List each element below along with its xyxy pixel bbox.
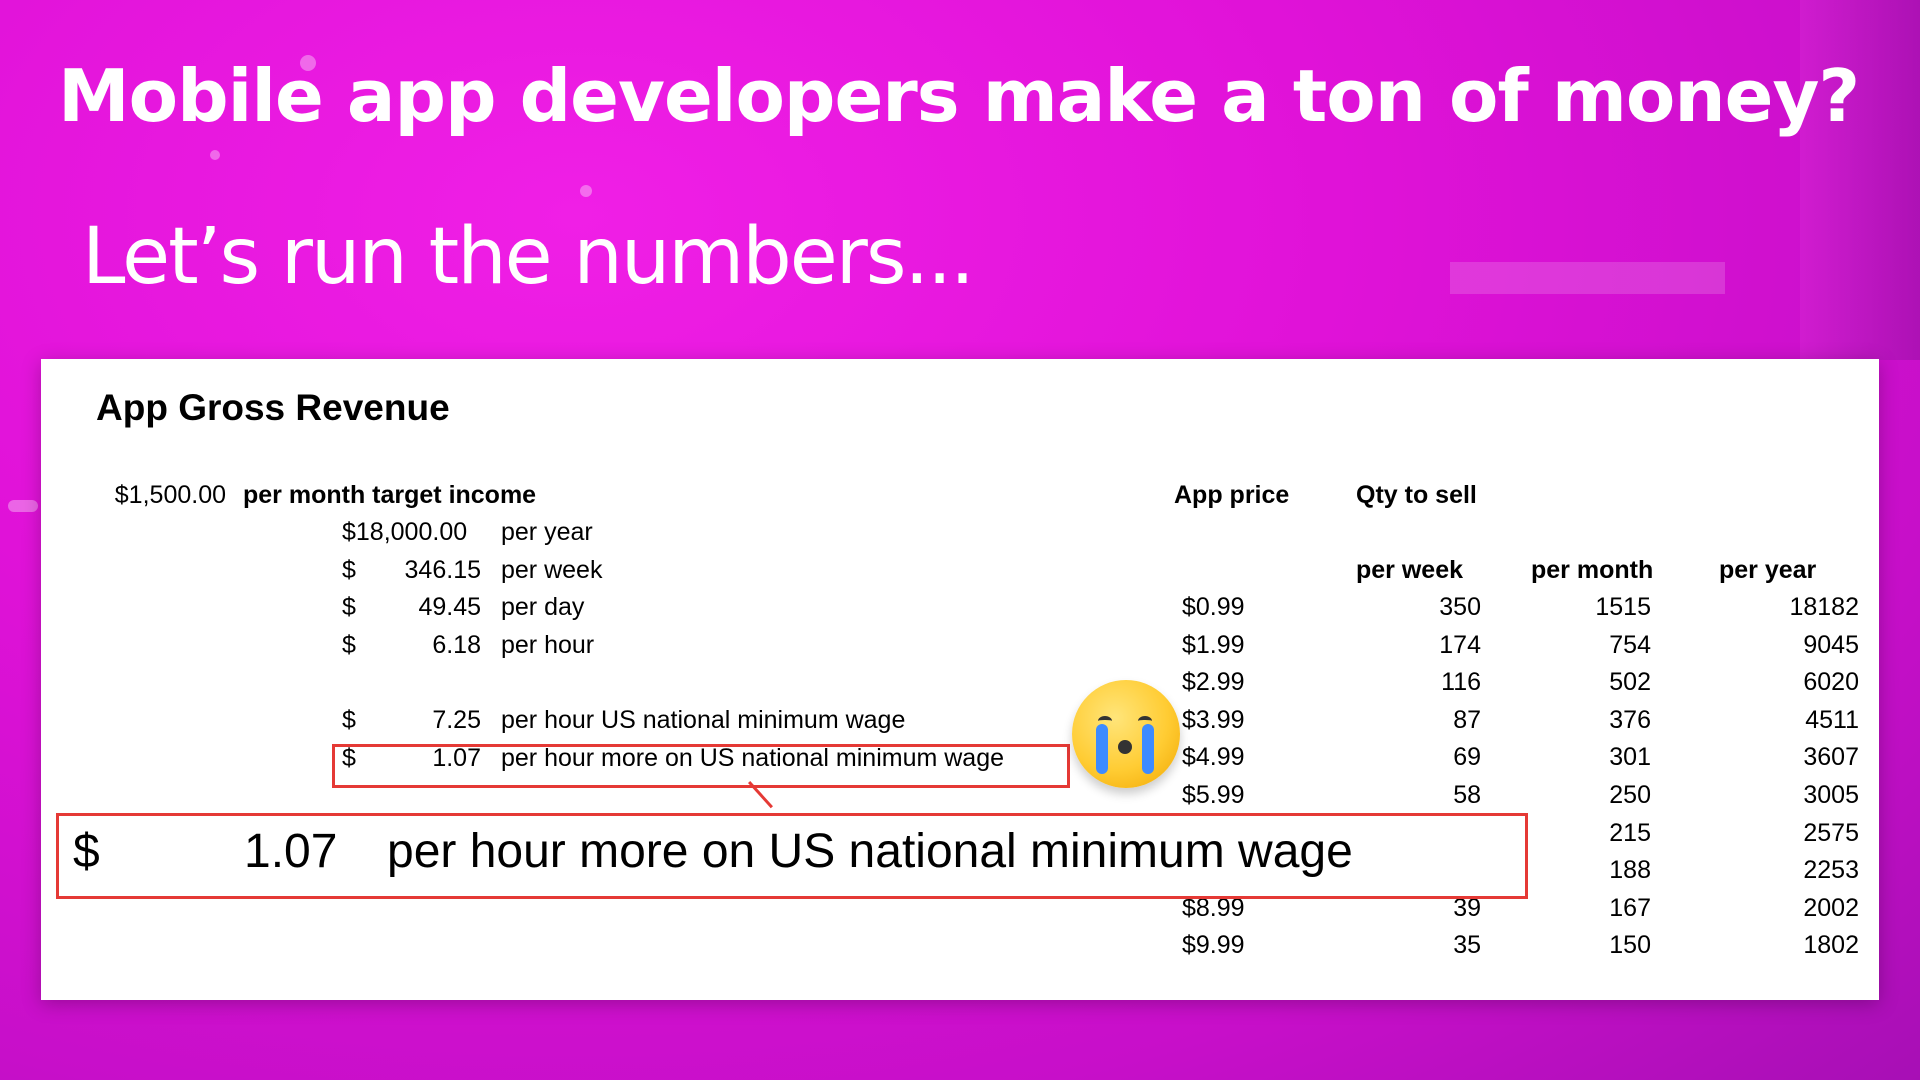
breakdown-label: per week (501, 556, 603, 584)
breakdown-amount: 6.18 (432, 631, 481, 659)
qty-week-cell: 116 (1441, 668, 1481, 697)
target-amount: $1,500.00 (114, 481, 226, 509)
qty-week-cell: 174 (1439, 630, 1481, 659)
breakdown-dollar: $ (342, 556, 356, 584)
slide-title: Mobile app developers make a ton of mone… (58, 54, 1860, 138)
qty-week-cell: 58 (1453, 781, 1481, 809)
breakdown-label: per hour more on US national minimum wag… (501, 744, 1005, 772)
qty-week-cell: 87 (1453, 705, 1481, 734)
qty-year-cell: 9045 (1803, 630, 1859, 659)
breakdown-label: per hour US national minimum wage (501, 706, 906, 734)
target-label: per month target income (243, 481, 537, 509)
callout-label: per hour more on US national minimum wag… (387, 825, 1353, 878)
price-cell: $4.99 (1182, 743, 1245, 772)
price-cell: $1.99 (1182, 630, 1245, 659)
qty-year-cell: 2575 (1803, 818, 1859, 847)
slide-subtitle: Let’s run the numbers... (82, 212, 975, 302)
breakdown-dollar: $ (342, 593, 356, 621)
qty-year-cell: 2253 (1803, 856, 1859, 885)
breakdown-label: per day (501, 593, 585, 621)
header-per-year: per year (1719, 556, 1817, 584)
header-qty-to-sell: Qty to sell (1356, 481, 1477, 509)
header-per-week: per week (1356, 556, 1464, 584)
crying-face-icon (1072, 680, 1180, 788)
breakdown-dollar: $ (342, 631, 356, 659)
highlight-box (332, 744, 1070, 788)
qty-month-cell: 150 (1609, 931, 1651, 960)
sheet-title: App Gross Revenue (96, 387, 450, 428)
callout-amount: 1.07 (244, 825, 338, 878)
price-cell: $3.99 (1182, 705, 1245, 734)
qty-month-cell: 502 (1609, 668, 1651, 697)
price-cell: $0.99 (1182, 593, 1245, 621)
callout-zoom: $ 1.07 per hour more on US national mini… (56, 813, 1528, 899)
qty-year-cell: 6020 (1803, 668, 1859, 697)
callout-dollar: $ (73, 825, 100, 878)
breakdown-dollar: $ (342, 744, 356, 772)
qty-month-cell: 188 (1609, 856, 1651, 885)
spreadsheet-panel: App Gross Revenue $1,500.00 per month ta… (41, 359, 1879, 1000)
breakdown-label: per year (501, 518, 593, 546)
breakdown-amount: 1.07 (432, 744, 481, 772)
qty-year-cell: 1802 (1803, 931, 1859, 960)
price-cell: $9.99 (1182, 931, 1245, 960)
qty-month-cell: 754 (1609, 630, 1651, 659)
breakdown-dollar: $ (342, 706, 356, 734)
qty-year-cell: 3607 (1803, 743, 1859, 772)
qty-month-cell: 167 (1609, 893, 1651, 922)
qty-month-cell: 250 (1609, 781, 1651, 809)
qty-week-cell: 35 (1453, 931, 1481, 960)
header-app-price: App price (1174, 481, 1290, 509)
qty-year-cell: 18182 (1789, 593, 1859, 621)
breakdown-amount: 346.15 (404, 556, 481, 584)
price-cell: $2.99 (1182, 668, 1245, 697)
breakdown-label: per hour (501, 631, 595, 659)
qty-month-cell: 376 (1609, 705, 1651, 734)
price-cell: $5.99 (1182, 781, 1245, 809)
breakdown-dollar: $18,000.00 (342, 518, 468, 546)
qty-month-cell: 215 (1609, 818, 1651, 847)
breakdown-amount: 7.25 (432, 706, 481, 734)
qty-week-cell: 350 (1439, 593, 1481, 621)
qty-year-cell: 4511 (1805, 705, 1859, 734)
qty-year-cell: 2002 (1803, 893, 1859, 922)
breakdown-amount: 49.45 (418, 593, 481, 621)
header-per-month: per month (1531, 556, 1654, 584)
qty-month-cell: 301 (1609, 743, 1651, 772)
qty-month-cell: 1515 (1595, 593, 1651, 621)
qty-week-cell: 69 (1453, 743, 1481, 772)
qty-year-cell: 3005 (1803, 781, 1859, 809)
